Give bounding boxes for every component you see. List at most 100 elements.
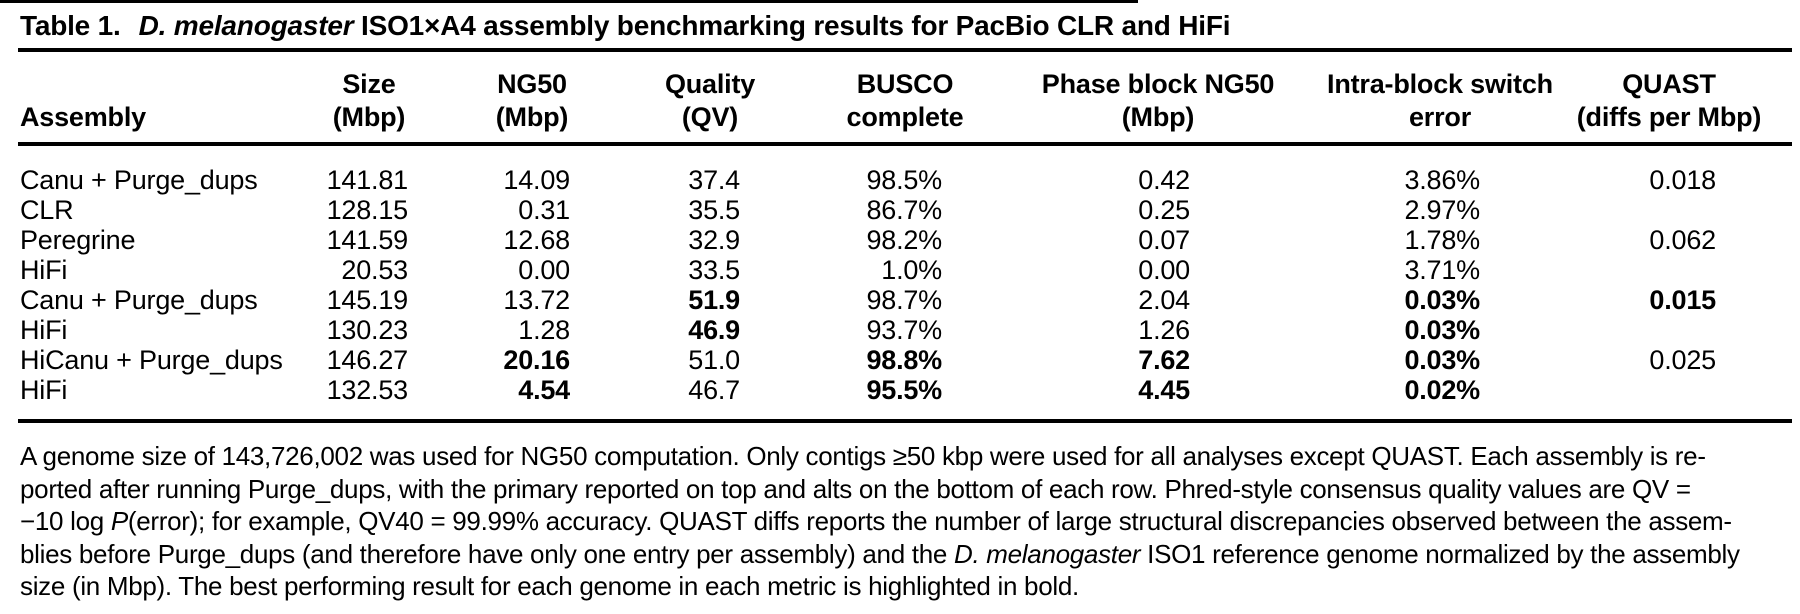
- header-ng50-line1: NG50: [497, 69, 567, 99]
- cell-ng50: 14.09: [503, 165, 570, 195]
- caption-text: ISO1×A4 assembly benchmarking results fo…: [361, 10, 1231, 41]
- cell-phase: 0.07: [1138, 225, 1190, 255]
- cell-busco: 98.5%: [866, 165, 942, 195]
- cell-assembly: HiFi: [20, 255, 68, 285]
- cell-size: 141.81: [326, 165, 409, 195]
- cell-busco: 1.0%: [881, 255, 942, 285]
- cell-quality: 51.9: [688, 285, 740, 315]
- table-row: HiFi 132.53 4.54 46.7 95.5% 4.45 0.02%: [0, 375, 1800, 405]
- footnote-text: ISO1 reference genome normalized by the …: [1140, 538, 1740, 569]
- footnote-text: (error); for example, QV40 = 99.99% accu…: [127, 506, 1732, 536]
- header-busco: BUSCO complete: [815, 68, 995, 134]
- header-quast: QUAST (diffs per Mbp): [1558, 68, 1780, 134]
- cell-assembly: Canu + Purge_dups: [20, 165, 258, 195]
- table-header-rule: [18, 142, 1792, 146]
- header-quality-line2: (QV): [681, 102, 739, 132]
- species-name: D. melanogaster: [138, 10, 354, 41]
- table-number-label: Table 1.: [20, 10, 121, 41]
- cell-switch: 0.02%: [1404, 375, 1480, 405]
- cell-busco: 98.7%: [866, 285, 942, 315]
- cell-quality: 46.9: [688, 315, 740, 345]
- header-ng50-line2: (Mbp): [495, 102, 569, 132]
- cell-quality: 37.4: [688, 165, 740, 195]
- cell-ng50: 1.28: [518, 315, 570, 345]
- cell-size: 132.53: [326, 375, 409, 405]
- cell-phase: 0.25: [1138, 195, 1190, 225]
- table-footnote: A genome size of 143,726,002 was used fo…: [20, 440, 1786, 603]
- cell-quality: 32.9: [688, 225, 740, 255]
- cell-size: 130.23: [326, 315, 409, 345]
- header-switch-line1: Intra-block switch: [1327, 69, 1553, 99]
- header-size-line2: (Mbp): [332, 102, 406, 132]
- cell-assembly: HiCanu + Purge_dups: [20, 345, 283, 375]
- table-caption: Table 1. D. melanogaster ISO1×A4 assembly…: [20, 10, 1231, 42]
- footnote-text: size (in Mbp). The best performing resul…: [20, 571, 1079, 601]
- footnote-species-name: D. melanogaster: [953, 538, 1141, 569]
- cell-switch: 0.03%: [1404, 315, 1480, 345]
- cell-size: 145.19: [326, 285, 409, 315]
- footnote-italic-p: P: [110, 506, 128, 536]
- cell-phase: 1.26: [1138, 315, 1190, 345]
- header-ng50: NG50 (Mbp): [452, 68, 612, 134]
- cell-ng50: 13.72: [503, 285, 570, 315]
- header-quality: Quality (QV): [630, 68, 790, 134]
- table-row: Canu + Purge_dups 141.81 14.09 37.4 98.5% 0.4…: [0, 165, 1800, 195]
- cell-quast: 0.018: [1649, 165, 1716, 195]
- cell-assembly: Canu + Purge_dups: [20, 285, 258, 315]
- header-switch-line2: error: [1408, 102, 1472, 132]
- cell-switch: 0.03%: [1404, 345, 1480, 375]
- cell-assembly: CLR: [20, 195, 74, 225]
- cell-assembly: HiFi: [20, 375, 68, 405]
- header-quality-line1: Quality: [664, 69, 756, 99]
- table-row: HiFi 20.53 0.00 33.5 1.0% 0.00 3.71%: [0, 255, 1800, 285]
- cell-busco: 98.2%: [866, 225, 942, 255]
- header-busco-line2: complete: [846, 102, 964, 132]
- cell-phase: 0.42: [1138, 165, 1190, 195]
- table-row: Canu + Purge_dups 145.19 13.72 51.9 98.7% 2.0…: [0, 285, 1800, 315]
- cell-switch: 0.03%: [1404, 285, 1480, 315]
- cell-switch: 3.86%: [1404, 165, 1480, 195]
- cell-quast: 0.025: [1649, 345, 1716, 375]
- footnote-text: −10 log: [20, 506, 111, 536]
- header-size-line1: Size: [342, 69, 396, 99]
- footnote-line: size (in Mbp). The best performing resul…: [20, 570, 1786, 603]
- table-header-row: Assembly Size (Mbp) NG50 (Mbp) Quality (QV)…: [0, 52, 1800, 142]
- cell-phase: 2.04: [1138, 285, 1190, 315]
- page-top-partial-rule: [0, 0, 1138, 3]
- cell-quality: 33.5: [688, 255, 740, 285]
- header-quast-line1: QUAST: [1622, 69, 1716, 99]
- table-row: Peregrine 141.59 12.68 32.9 98.2% 0.07 1.78% 0.…: [0, 225, 1800, 255]
- footnote-line: ported after running Purge_dups, with th…: [20, 473, 1786, 506]
- cell-busco: 86.7%: [866, 195, 942, 225]
- header-size: Size (Mbp): [289, 68, 449, 134]
- header-busco-line1: BUSCO: [856, 69, 954, 99]
- cell-ng50: 4.54: [518, 375, 570, 405]
- cell-switch: 3.71%: [1404, 255, 1480, 285]
- header-assembly: Assembly: [20, 102, 146, 132]
- cell-quality: 51.0: [688, 345, 740, 375]
- header-phase-line2: (Mbp): [1121, 102, 1195, 132]
- cell-size: 128.15: [326, 195, 409, 225]
- footnote-line: blies before Purge_dups (and therefore h…: [20, 538, 1786, 571]
- table-row: HiCanu + Purge_dups 146.27 20.16 51.0 98.8% 7…: [0, 345, 1800, 375]
- cell-ng50: 20.16: [503, 345, 570, 375]
- cell-phase: 0.00: [1138, 255, 1190, 285]
- cell-busco: 95.5%: [866, 375, 942, 405]
- footnote-text: ported after running Purge_dups, with th…: [20, 473, 1691, 504]
- cell-switch: 2.97%: [1404, 195, 1480, 225]
- cell-busco: 93.7%: [866, 315, 942, 345]
- footnote-line: −10 log P(error); for example, QV40 = 99…: [20, 505, 1786, 538]
- header-quast-line2: (diffs per Mbp): [1576, 102, 1762, 132]
- header-phase-line1: Phase block NG50: [1041, 69, 1275, 99]
- cell-quality: 46.7: [688, 375, 740, 405]
- cell-ng50: 0.00: [518, 255, 570, 285]
- cell-ng50: 0.31: [518, 195, 570, 225]
- header-phase-block: Phase block NG50 (Mbp): [1038, 68, 1278, 134]
- cell-quast: 0.062: [1649, 225, 1716, 255]
- cell-size: 141.59: [326, 225, 409, 255]
- table-top-rule: [18, 48, 1792, 52]
- cell-quality: 35.5: [688, 195, 740, 225]
- cell-phase: 4.45: [1138, 375, 1190, 405]
- footnote-line: A genome size of 143,726,002 was used fo…: [20, 440, 1786, 473]
